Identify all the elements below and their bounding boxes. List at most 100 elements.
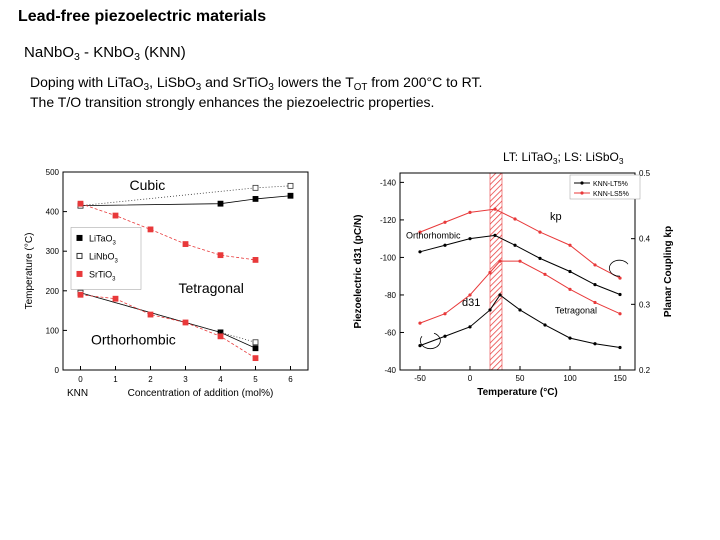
- y-left-tick-label: -40: [384, 366, 396, 375]
- series-line-2: [419, 294, 621, 348]
- annotation-orthorhombic: Orthorhombic: [406, 231, 461, 241]
- legend: LiTaO3 LiNbO3 SrTiO3: [70, 227, 142, 290]
- data-point: [418, 344, 422, 348]
- data-point: [568, 243, 572, 247]
- data-point: [418, 250, 422, 254]
- data-point: [618, 345, 622, 350]
- data-point: [468, 210, 472, 214]
- data-point: [468, 237, 472, 241]
- arrow-left-axis: [419, 332, 441, 350]
- data-point: [568, 269, 572, 274]
- data-point: [488, 270, 492, 275]
- data-point: [593, 342, 597, 346]
- data-point: [252, 345, 259, 352]
- x-tick-label: 2: [148, 375, 153, 384]
- x-tick-label: 1: [113, 375, 118, 384]
- legend-subscript: 3: [113, 240, 117, 246]
- series-line-0: [419, 234, 621, 295]
- y-left-tick-label: -60: [384, 328, 396, 337]
- data-point: [538, 256, 542, 260]
- transition-text: The T/O transition strongly enhances the…: [30, 94, 435, 110]
- legend-marker: [580, 181, 584, 185]
- x-tick-label: 0: [78, 375, 83, 384]
- legend-subscript: 3: [112, 276, 116, 282]
- data-point: [498, 293, 502, 297]
- data-point: [77, 291, 84, 298]
- data-point: [443, 334, 447, 338]
- data-point: [513, 217, 517, 221]
- data-point: [252, 196, 259, 202]
- data-point: [252, 184, 259, 191]
- x-tick-label: 0: [468, 374, 473, 383]
- data-point: [593, 300, 597, 305]
- data-point: [618, 312, 622, 316]
- data-point: [538, 230, 542, 234]
- data-point: [513, 243, 517, 247]
- x-prefix-label: KNN: [67, 388, 88, 399]
- data-point: [468, 293, 472, 297]
- y-right-axis-label: Planar Coupling kp: [663, 226, 674, 317]
- annotation-d31: d31: [462, 297, 480, 309]
- data-point: [217, 200, 224, 207]
- data-point: [252, 339, 259, 346]
- data-point: [593, 283, 597, 287]
- region-label-tetragonal: Tetragonal: [179, 280, 244, 296]
- y-right-tick-label: 0.4: [639, 235, 651, 244]
- y-tick-label: 100: [46, 326, 60, 335]
- data-point: [593, 263, 597, 267]
- legend-marker: [76, 234, 83, 241]
- series-line-2: [80, 203, 256, 261]
- data-point: [488, 308, 492, 312]
- y-tick-label: 300: [46, 247, 60, 256]
- arrow-right-axis: [609, 259, 629, 277]
- data-point: [543, 323, 547, 327]
- data-point: [518, 259, 522, 263]
- y-left-axis-label: Piezoelectric d31 (pC/N): [353, 215, 364, 329]
- series-line-0: [80, 195, 291, 207]
- x-tick-label: 100: [563, 374, 577, 383]
- legend-box: [70, 227, 142, 290]
- x-tick-label: 5: [253, 375, 258, 384]
- data-point: [217, 252, 224, 259]
- data-point: [518, 308, 522, 312]
- data-point: [498, 259, 502, 263]
- x-tick-label: 4: [218, 375, 223, 384]
- data-point: [147, 311, 154, 318]
- data-point: [443, 312, 447, 316]
- y-tick-label: 400: [46, 208, 60, 217]
- data-point: [618, 292, 622, 297]
- piezo-temperature-chart: -140 -120 -100 -80 -60 -40 0.5 0.4 0.3 0.2 -50 0 50 1…: [353, 169, 674, 398]
- data-point: [618, 276, 622, 280]
- data-point: [493, 207, 497, 211]
- y-right-tick-label: 0.5: [639, 169, 651, 178]
- y-left-tick-label: -80: [384, 291, 396, 300]
- data-point: [217, 333, 224, 340]
- series-line-5: [80, 294, 256, 359]
- data-point: [147, 226, 154, 233]
- slide-subtitle: NaNbO3 - KNbO3 (KNN): [24, 44, 186, 63]
- legend: KNN-LT5% KNN-LS5%: [569, 174, 641, 200]
- data-point: [493, 233, 497, 237]
- data-point: [77, 200, 84, 207]
- y-right-tick-label: 0.3: [639, 300, 651, 309]
- x-tick-label: -50: [414, 374, 426, 383]
- data-point: [468, 325, 472, 329]
- x-axis-label: Temperature (°C): [477, 387, 558, 398]
- y-left-tick-label: -120: [380, 216, 397, 225]
- data-point: [418, 230, 422, 234]
- x-axis-label: Concentration of addition (mol%): [128, 388, 274, 399]
- data-point: [252, 355, 259, 362]
- legend-entry: LiNbO3: [89, 251, 119, 264]
- data-point: [568, 336, 572, 340]
- legend-marker: [76, 270, 83, 277]
- annotation-tetragonal: Tetragonal: [555, 306, 597, 316]
- y-left-tick-label: -100: [380, 253, 397, 262]
- legend-entry: LiTaO3: [89, 233, 117, 246]
- series-line-4: [80, 292, 256, 343]
- y-tick-label: 0: [55, 366, 60, 375]
- data-point: [443, 243, 447, 247]
- annotation-kp: kp: [550, 211, 562, 223]
- data-point: [418, 321, 422, 325]
- region-label-orthorhombic: Orthorhombic: [91, 331, 176, 347]
- data-point: [112, 295, 119, 302]
